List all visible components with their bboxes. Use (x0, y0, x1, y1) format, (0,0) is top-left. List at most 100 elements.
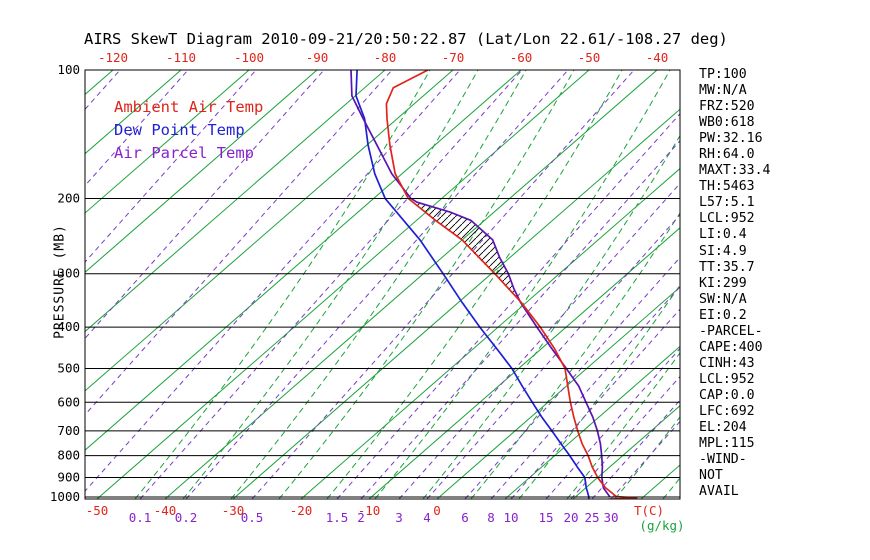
stat-line: -PARCEL- (699, 323, 763, 339)
mixing-ratio-tick: 0.1 (129, 510, 152, 525)
stat-line: LCL:952 (699, 371, 755, 387)
pressure-tick: 1000 (50, 489, 80, 504)
mixing-ratio-line (85, 70, 189, 187)
mixing-ratio-line (139, 70, 523, 499)
mixing-ratio-line (251, 70, 635, 499)
moist-adiabat-line (182, 70, 479, 499)
mixing-ratio-tick: 15 (538, 510, 553, 525)
top-temp-tick: -80 (374, 50, 397, 65)
bottom-temp-tick: -20 (290, 503, 313, 518)
moist-adiabat-line (326, 70, 623, 499)
isotherm-line (85, 70, 454, 392)
isotherm-line (232, 108, 680, 499)
pressure-tick: 300 (57, 266, 80, 281)
stat-line: TP:100 (699, 67, 747, 82)
chart-title: AIRS SkewT Diagram 2010-09-21/20:50:22.8… (84, 30, 728, 48)
stat-line: LFC:692 (699, 403, 755, 419)
mixing-ratio-tick: 20 (563, 510, 578, 525)
pressure-tick: 600 (57, 394, 80, 409)
stat-line: TT:35.7 (699, 259, 755, 275)
moist-adiabat-line (230, 70, 527, 499)
mixing-ratio-tick: 3 (395, 510, 403, 525)
legend-air-parcel-temp: Air Parcel Temp (114, 144, 254, 162)
isotherm-line (0, 70, 45, 499)
pressure-tick: 900 (57, 469, 80, 484)
top-temp-tick: -70 (442, 50, 465, 65)
stat-line: MW:N/A (699, 83, 747, 99)
bottom-temp-tick: -40 (154, 503, 177, 518)
stat-line: RH:64.0 (699, 147, 755, 163)
pressure-tick: 400 (57, 319, 80, 334)
cape-hatch-area (412, 202, 520, 301)
stat-line: AVAIL (699, 484, 739, 500)
isotherm-line (504, 345, 680, 499)
isotherm-line (96, 70, 590, 499)
mixing-ratio-tick: 25 (584, 510, 599, 525)
stat-line: FRZ:520 (699, 99, 755, 115)
stat-line: LI:0.4 (699, 227, 747, 243)
stat-line: MPL:115 (699, 436, 755, 452)
isotherm-line (436, 286, 680, 499)
isotherm-line (85, 70, 522, 451)
mixing-ratio-line (336, 113, 680, 499)
moist-adiabat-line (422, 134, 680, 499)
stat-line: -WIND- (699, 452, 747, 468)
bottom-temp-tick: -50 (86, 503, 109, 518)
stat-line: EL:204 (699, 420, 747, 436)
isotherm-line (164, 70, 658, 499)
stat-line: CAPE:400 (699, 339, 763, 355)
bottom-temp-tick: -10 (358, 503, 381, 518)
mixing-ratio-tick: 6 (461, 510, 469, 525)
plot-grid-area (0, 70, 680, 499)
mixing-ratio-tick: 8 (487, 510, 495, 525)
legend-ambient-air-temp: Ambient Air Temp (114, 98, 264, 116)
mixing-ratio-tick: 0.2 (175, 510, 198, 525)
pressure-tick: 500 (57, 360, 80, 375)
mixing-ratio-tick: 4 (423, 510, 431, 525)
stat-line: KI:299 (699, 275, 747, 291)
moist-adiabat-line (614, 416, 680, 499)
pressure-tick: 800 (57, 448, 80, 463)
mixing-ratio-tick: 0.5 (241, 510, 264, 525)
isotherm-line (85, 70, 386, 333)
top-temp-tick: -110 (166, 50, 196, 65)
stat-line: PW:32.16 (699, 131, 763, 147)
dew-point-temp-curve (355, 70, 590, 499)
moist-adiabat-line (374, 70, 671, 499)
isotherm-line (85, 70, 182, 155)
mixing-ratio-tick: 1.5 (326, 510, 349, 525)
stat-line: SI:4.9 (699, 243, 747, 259)
moist-adiabat-line (470, 212, 680, 499)
moist-adiabat-line (278, 70, 575, 499)
mixing-ratio-line (360, 139, 680, 499)
pressure-tick: 200 (57, 191, 80, 206)
isotherm-line (572, 405, 680, 499)
moist-adiabat-line (134, 70, 431, 499)
stat-line: LCL:952 (699, 211, 755, 227)
isotherm-line (300, 167, 680, 499)
legend-dew-point-temp: Dew Point Temp (114, 121, 245, 139)
mixing-ratio-line (85, 70, 257, 263)
mixing-ratio-unit-label: (g/kg) (639, 518, 684, 533)
pressure-tick: 100 (57, 62, 80, 77)
stat-line: CAP:0.0 (699, 387, 755, 403)
mixing-ratio-line (85, 70, 461, 492)
pressure-axis-label: PRESSURE (MB) (52, 224, 68, 339)
mixing-ratio-line (510, 308, 680, 499)
stat-line: MAXT:33.4 (699, 163, 771, 179)
stat-line: CINH:43 (699, 355, 755, 371)
top-temp-tick: -100 (234, 50, 264, 65)
isotherm-line (85, 70, 318, 273)
mixing-ratio-line (85, 70, 393, 416)
top-temp-tick: -60 (510, 50, 533, 65)
mixing-ratio-tick: 2 (357, 510, 365, 525)
top-temp-tick: -120 (98, 50, 128, 65)
mixing-ratio-line (185, 70, 569, 499)
top-temp-tick: -40 (646, 50, 669, 65)
stat-line: L57:5.1 (699, 195, 755, 211)
isotherm-line (368, 227, 680, 499)
mixing-ratio-line (85, 70, 325, 340)
stat-line: WB0:618 (699, 115, 755, 131)
